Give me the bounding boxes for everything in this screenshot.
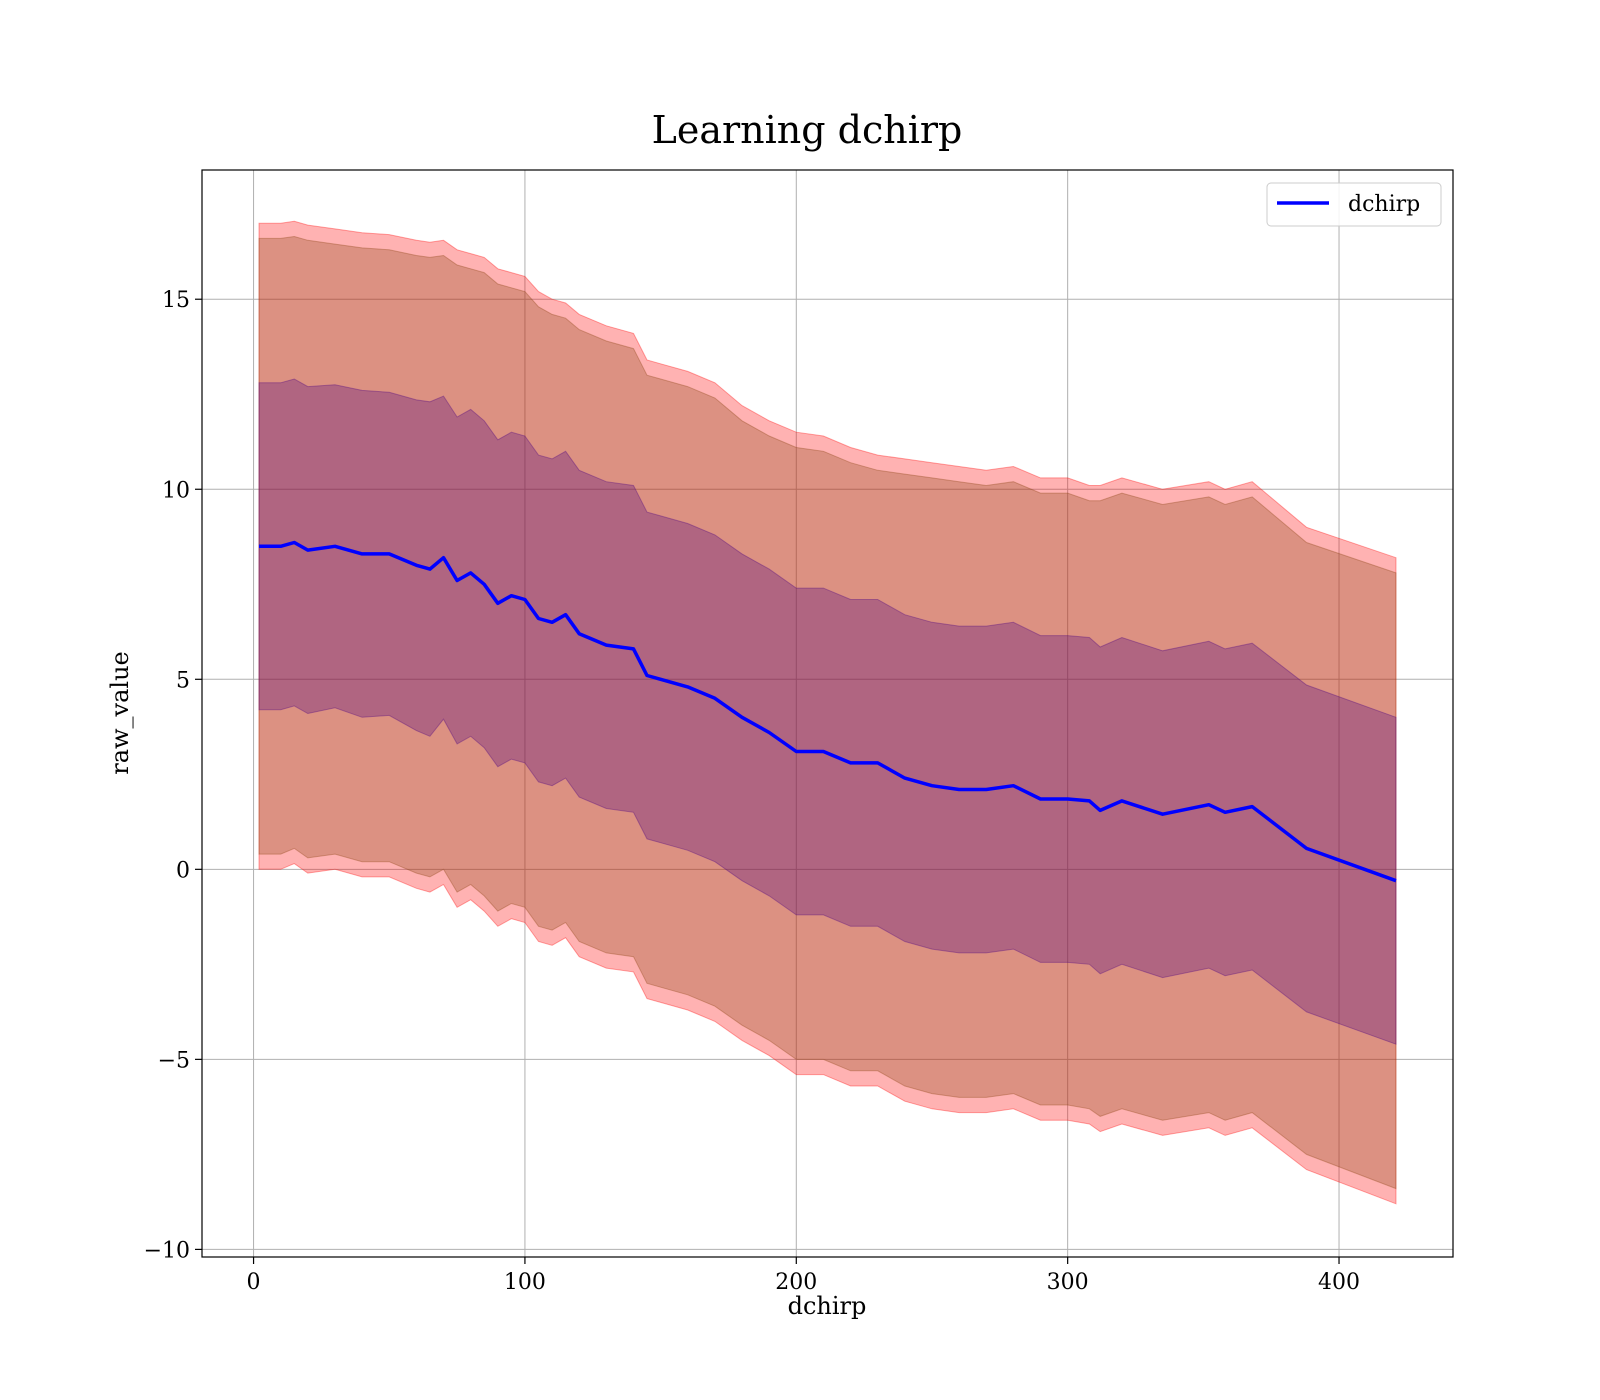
y-tick-label-4: 10 [162, 478, 190, 503]
x-axis-label: dchirp [788, 1292, 867, 1320]
grid-lines [202, 170, 1453, 1257]
legend-label-dchirp: dchirp [1348, 192, 1420, 217]
series-line-dchirp [259, 540, 1397, 883]
legend-box [1266, 182, 1442, 227]
band-outer [258, 220, 1397, 1205]
y-tick-label-0: −10 [144, 1238, 190, 1263]
y-axis-ticks: −10 −5 0 5 10 15 [144, 288, 202, 1263]
x-tick-label-2: 200 [775, 1270, 817, 1295]
series-lines [259, 540, 1397, 883]
x-axis-ticks: 0 100 200 300 400 [247, 1257, 1360, 1295]
band-inner [258, 378, 1397, 1045]
x-tick-label-3: 300 [1047, 1270, 1089, 1295]
y-tick-label-1: −5 [158, 1048, 190, 1073]
chart-title: Learning dchirp [652, 108, 963, 152]
y-tick-label-5: 15 [162, 288, 190, 313]
y-tick-label-3: 5 [176, 668, 190, 693]
y-axis-label: raw_value [106, 651, 134, 775]
plot-area-frame [201, 169, 1454, 1258]
band-middle [258, 235, 1397, 1190]
confidence-bands [258, 220, 1397, 1205]
x-tick-label-1: 100 [504, 1270, 546, 1295]
legend: dchirp [1266, 182, 1442, 227]
y-tick-label-2: 0 [176, 858, 190, 883]
x-tick-label-4: 400 [1318, 1270, 1360, 1295]
x-tick-label-0: 0 [247, 1270, 261, 1295]
